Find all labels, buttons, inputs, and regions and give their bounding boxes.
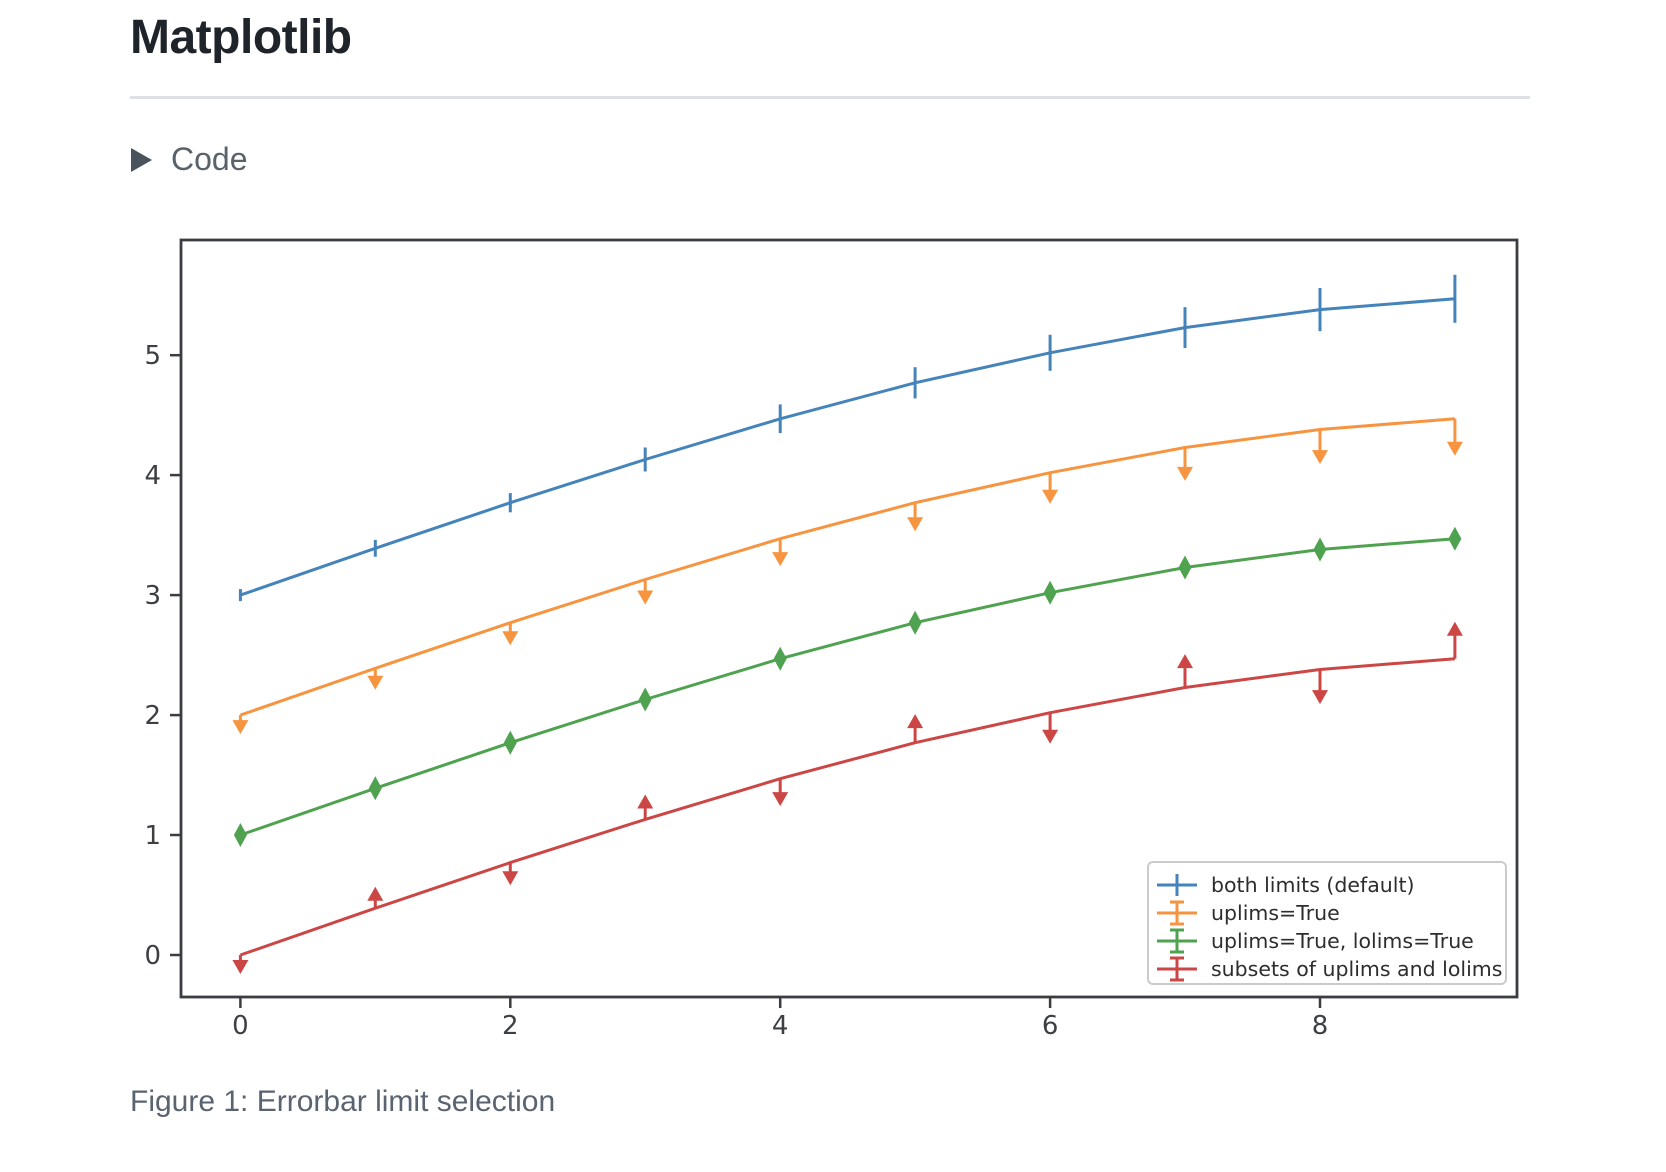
svg-text:1: 1 — [144, 821, 161, 851]
svg-text:uplims=True, lolims=True: uplims=True, lolims=True — [1211, 929, 1474, 953]
svg-text:both limits (default): both limits (default) — [1211, 873, 1415, 897]
series-1 — [232, 417, 1463, 735]
legend-entry-1: uplims=True — [1157, 900, 1340, 926]
svg-text:0: 0 — [144, 941, 161, 971]
svg-text:2: 2 — [144, 701, 161, 731]
code-disclosure-label: Code — [171, 141, 248, 177]
svg-text:4: 4 — [772, 1011, 789, 1041]
svg-text:5: 5 — [144, 341, 161, 371]
svg-text:4: 4 — [144, 461, 161, 491]
svg-text:3: 3 — [144, 581, 161, 611]
triangle-right-icon — [131, 147, 152, 172]
legend: both limits (default) uplims=True uplims=T… — [1147, 861, 1507, 985]
y-axis: 0 1 2 3 4 5 — [144, 341, 181, 971]
series-2 — [233, 526, 1462, 847]
svg-text:subsets of uplims and lolims: subsets of uplims and lolims — [1211, 957, 1502, 981]
svg-text:0: 0 — [232, 1011, 249, 1041]
svg-text:2: 2 — [502, 1011, 519, 1041]
legend-entry-2: uplims=True, lolims=True — [1157, 928, 1474, 954]
title-divider — [130, 96, 1530, 99]
plot-area-border — [179, 238, 1519, 999]
page-title: Matplotlib — [130, 11, 352, 64]
figure-caption: Figure 1: Errorbar limit selection — [130, 1085, 556, 1118]
series-3 — [232, 621, 1463, 974]
svg-text:6: 6 — [1042, 1011, 1059, 1041]
x-axis: 0 2 4 6 8 — [232, 997, 1328, 1041]
legend-entry-0: both limits (default) — [1157, 873, 1415, 897]
svg-text:8: 8 — [1312, 1011, 1329, 1041]
legend-entry-3: subsets of uplims and lolims — [1157, 956, 1502, 982]
code-disclosure[interactable]: Code — [131, 141, 248, 178]
series-0 — [238, 274, 1457, 602]
svg-text:uplims=True: uplims=True — [1211, 901, 1340, 925]
